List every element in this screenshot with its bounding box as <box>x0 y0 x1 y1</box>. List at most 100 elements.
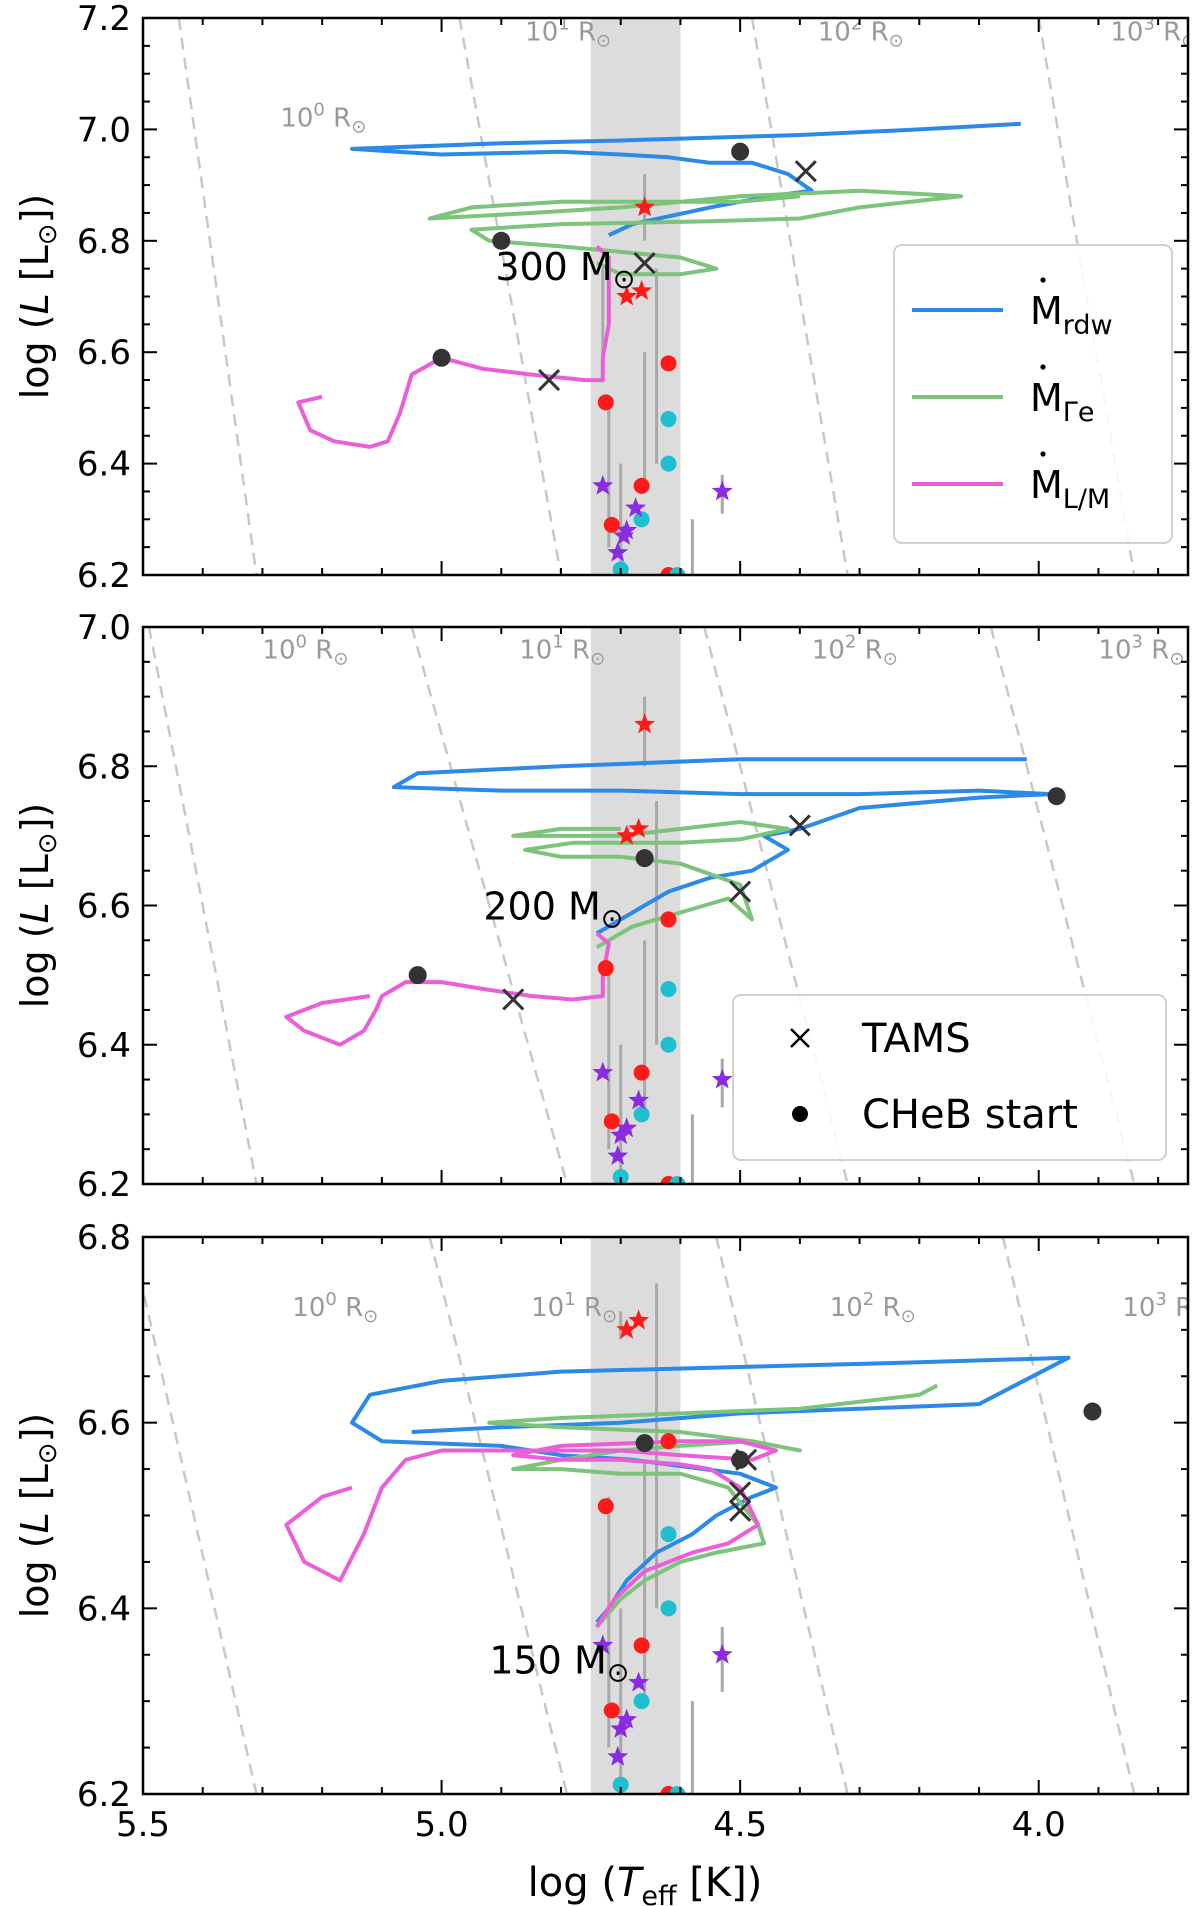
x-axis-label: log (Teff [K]) <box>528 1860 763 1906</box>
tams-marker <box>729 880 752 903</box>
observed-star-red <box>597 394 614 411</box>
observed-star-purple-symbol <box>592 1634 614 1655</box>
observed-star-purple-symbol <box>607 1745 629 1766</box>
y-axis-label-sun: ⊙ <box>33 1442 63 1464</box>
radius-label: 103 R⊙ <box>1098 631 1184 669</box>
mass-label: 150 M⊙ <box>489 1638 629 1688</box>
panel-plot-area: 100 R⊙101 R⊙102 R⊙103 R⊙150 M⊙ <box>143 1237 1200 1794</box>
y-axis-label-close: ]) <box>13 803 57 833</box>
y-tick-label: 6.4 <box>77 1026 131 1066</box>
track-rdw <box>391 757 1053 936</box>
radius-label-exponent: 0 <box>296 631 307 652</box>
tams-marker <box>633 252 656 275</box>
observed-star-cyan <box>633 511 650 528</box>
tams-marker <box>729 1499 752 1522</box>
panels: 100 R⊙101 R⊙ 102 R⊙ 103 R⊙300 M⊙6.26.46.66… <box>13 0 1200 1845</box>
radius-label: 101 R⊙ <box>525 13 611 51</box>
legend-frame <box>893 244 1173 544</box>
y-tick-label: 6.2 <box>77 1775 131 1815</box>
observed-star-red <box>597 960 614 977</box>
observed-star-red-symbol <box>616 1318 638 1339</box>
x-tick-label: 4.5 <box>713 1805 767 1845</box>
radius-label-base: 10 <box>1110 17 1143 47</box>
y-tick-label: 6.2 <box>77 1165 131 1205</box>
observed-star-cyan <box>660 455 677 472</box>
observed-star-cyan <box>660 1600 677 1617</box>
y-axis-label-prefix: log ( <box>13 1533 57 1618</box>
panel-plot-area: 100 R⊙ 101 R⊙ 102 R⊙ 103 R⊙200 M⊙ <box>147 627 1184 1184</box>
legend-label-base: M <box>1030 376 1063 420</box>
observed-star-red-symbol <box>628 1309 650 1330</box>
y-axis-label-unit: [L <box>13 854 57 902</box>
radius-label: 103 R⊙ <box>1122 1289 1200 1327</box>
x-tick-label: 4.0 <box>1012 1805 1066 1845</box>
radius-label-unit: R <box>862 17 888 47</box>
radius-label-unit: R <box>856 635 882 665</box>
legend-dot-accent <box>1040 451 1046 457</box>
y-tick-label: 6.6 <box>77 333 131 373</box>
radius-label-unit: R <box>337 1293 363 1323</box>
observed-star-red-symbol <box>616 285 638 306</box>
observed-star-purple-symbol <box>610 1124 632 1145</box>
radius-label-sun: ⊙ <box>333 648 348 669</box>
x-axis-label-prefix: log ( <box>528 1860 617 1906</box>
cheb-start-marker <box>731 142 750 161</box>
tams-marker-stroke <box>729 880 752 903</box>
y-axis-label-variable: L <box>13 1512 57 1533</box>
tams-marker-stroke <box>729 1499 752 1522</box>
radius-label-base: 10 <box>262 635 295 665</box>
radius-line <box>177 18 258 575</box>
legend-label-subscript: Γe <box>1063 397 1095 428</box>
radius-label-sun: ⊙ <box>602 1306 617 1327</box>
x-tick-label: 5.5 <box>116 1805 170 1845</box>
observed-star-red <box>603 516 620 533</box>
observed-star-cyan <box>660 981 677 998</box>
radius-label-sun: ⊙ <box>363 1306 378 1327</box>
tams-marker <box>794 160 817 183</box>
radius-line <box>458 18 563 575</box>
radius-label-exponent: 3 <box>1155 1289 1166 1310</box>
legend-label-base: M <box>1030 289 1063 333</box>
observed-star-cyan <box>612 1776 629 1793</box>
radius-label-exponent: 1 <box>558 13 569 34</box>
cheb-start-marker <box>1083 1402 1102 1421</box>
x-axis-label-subscript: eff <box>641 1881 678 1906</box>
cheb-start-marker <box>492 231 511 250</box>
radius-line <box>1001 1237 1136 1794</box>
radius-label: 100 R⊙ <box>262 631 348 669</box>
radius-label-sun: ⊙ <box>590 648 605 669</box>
radius-label-base: 10 <box>812 635 845 665</box>
y-tick-label: 7.0 <box>77 608 131 648</box>
radius-label: 102 R⊙ <box>818 13 904 51</box>
observed-star-cyan <box>660 1036 677 1053</box>
y-tick-label: 6.8 <box>77 222 131 262</box>
observed-star-purple-symbol <box>613 525 635 545</box>
observed-star-cyan <box>633 1693 650 1710</box>
observed-star-red-symbol <box>616 824 638 845</box>
mass-label-text: 150 M <box>489 1638 606 1682</box>
y-axis-label-prefix: log ( <box>13 923 57 1008</box>
observed-star-red <box>633 477 650 494</box>
cheb-start-marker <box>432 348 451 367</box>
observed-star-cyan <box>633 1106 650 1123</box>
radius-label-unit: R <box>1143 635 1169 665</box>
observed-star-red <box>633 1064 650 1081</box>
legend-label-subscript: L/M <box>1063 484 1110 515</box>
observed-star-purple-symbol <box>610 1718 632 1738</box>
radius-label-base: 10 <box>531 1293 564 1323</box>
y-tick-label: 7.2 <box>77 0 131 39</box>
observed-star-purple-symbol <box>628 1089 650 1110</box>
radius-line <box>989 627 1136 1184</box>
y-axis-label: log (L [L⊙]) <box>13 1413 63 1619</box>
y-tick-label: 6.4 <box>77 445 131 485</box>
mass-label-text: 200 M <box>483 884 600 928</box>
radius-label-sun: ⊙ <box>1193 1306 1200 1327</box>
radius-label-unit: R <box>874 1293 900 1323</box>
radius-label: 101 R⊙ <box>519 631 605 669</box>
observed-star-purple-symbol <box>616 519 638 540</box>
tams-marker-stroke <box>788 814 811 837</box>
mass-label: 300 M⊙ <box>495 245 635 295</box>
radius-label-exponent: 2 <box>851 13 862 34</box>
panel-top: 100 R⊙101 R⊙ 102 R⊙ 103 R⊙300 M⊙6.26.46.66… <box>13 0 1190 596</box>
legend-label-gamma: MΓe <box>1030 376 1094 428</box>
